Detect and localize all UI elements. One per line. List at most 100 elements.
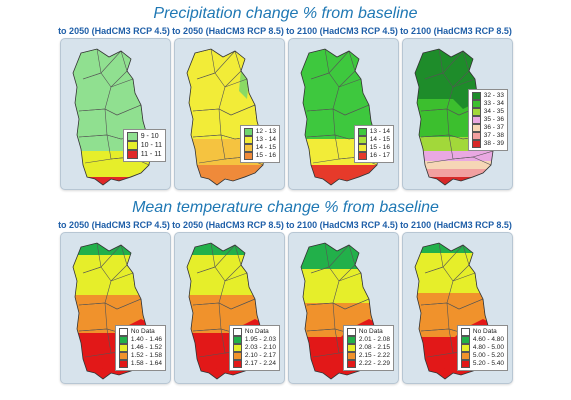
legend-swatch xyxy=(232,336,242,344)
map-legend: No Data 1.40 - 1.46 1.46 - 1.52 1.52 - 1.58… xyxy=(114,325,166,371)
legend-item: 2.08 - 2.15 xyxy=(346,344,390,352)
legend-swatch xyxy=(471,108,481,116)
legend-label: 2.15 - 2.22 xyxy=(358,352,390,359)
legend-swatch xyxy=(460,352,470,360)
legend-swatch xyxy=(126,132,138,141)
temperature-map-panel: No Data 1.95 - 2.03 2.03 - 2.10 2.10 - 2.17… xyxy=(174,232,285,384)
legend-item: 4.80 - 5.00 xyxy=(460,344,504,352)
legend-item: 1.52 - 1.58 xyxy=(118,352,162,360)
legend-swatch xyxy=(357,144,367,152)
map-legend: 12 - 13 13 - 14 14 - 15 15 - 16 xyxy=(239,125,280,163)
legend-swatch xyxy=(357,136,367,144)
legend-swatch xyxy=(243,136,253,144)
legend-swatch xyxy=(243,128,253,136)
map-legend: No Data 4.60 - 4.80 4.80 - 5.00 5.00 - 5.20… xyxy=(456,325,508,371)
legend-label: 1.52 - 1.58 xyxy=(130,352,162,359)
legend-label: 2.01 - 2.08 xyxy=(358,336,390,343)
temperature-title: Mean temperature change % from baseline xyxy=(132,199,439,216)
legend-label: 1.46 - 1.52 xyxy=(130,344,162,351)
legend-swatch xyxy=(118,336,128,344)
legend-swatch xyxy=(232,352,242,360)
temperature-map-panel: No Data 2.01 - 2.08 2.08 - 2.15 2.15 - 2.22… xyxy=(288,232,399,384)
legend-item: 32 - 33 xyxy=(471,92,504,100)
legend-label: 32 - 33 xyxy=(483,92,504,99)
legend-item: 33 - 34 xyxy=(471,100,504,108)
temperature-map-panel: No Data 1.40 - 1.46 1.46 - 1.52 1.52 - 1.58… xyxy=(60,232,171,384)
legend-label: 13 - 14 xyxy=(369,128,390,135)
legend-label: 2.22 - 2.29 xyxy=(358,360,390,367)
legend-item: 11 - 11 xyxy=(126,150,162,159)
legend-item: 13 - 14 xyxy=(243,136,276,144)
legend-swatch xyxy=(346,336,356,344)
legend-label: 1.95 - 2.03 xyxy=(244,336,276,343)
legend-swatch xyxy=(471,100,481,108)
legend-label: 10 - 11 xyxy=(140,142,162,149)
legend-swatch xyxy=(118,328,128,336)
legend-item: 15 - 16 xyxy=(243,152,276,160)
legend-item: 37 - 38 xyxy=(471,132,504,140)
legend-label: 2.03 - 2.10 xyxy=(244,344,276,351)
map-legend: 32 - 33 33 - 34 34 - 35 35 - 36 36 - 37 37 - … xyxy=(467,89,508,151)
legend-item: 1.95 - 2.03 xyxy=(232,336,276,344)
precipitation-map-panel: 12 - 13 13 - 14 14 - 15 15 - 16 xyxy=(174,38,285,190)
column-label: to 2100 (HadCM3 RCP 8.5) xyxy=(400,26,512,36)
column-label: to 2100 (HadCM3 RCP 8.5) xyxy=(400,220,512,230)
column-label: to 2050 (HadCM3 RCP 4.5) xyxy=(58,26,170,36)
region-map xyxy=(72,48,152,186)
legend-item: 1.58 - 1.64 xyxy=(118,360,162,368)
legend-swatch xyxy=(126,150,138,159)
legend-item: 9 - 10 xyxy=(126,132,162,141)
legend-swatch xyxy=(118,352,128,360)
legend-swatch xyxy=(243,152,253,160)
legend-swatch xyxy=(471,92,481,100)
legend-item: No Data xyxy=(232,328,276,336)
column-label: to 2100 (HadCM3 RCP 4.5) xyxy=(286,220,398,230)
legend-label: 38 - 39 xyxy=(483,140,504,147)
legend-label: 36 - 37 xyxy=(483,124,504,131)
legend-label: No Data xyxy=(244,328,269,335)
legend-item: 12 - 13 xyxy=(243,128,276,136)
legend-swatch xyxy=(232,328,242,336)
legend-label: No Data xyxy=(130,328,155,335)
legend-item: 2.17 - 2.24 xyxy=(232,360,276,368)
legend-swatch xyxy=(460,360,470,368)
legend-swatch xyxy=(346,344,356,352)
legend-item: 2.22 - 2.29 xyxy=(346,360,390,368)
legend-label: 4.80 - 5.00 xyxy=(472,344,504,351)
legend-swatch xyxy=(471,140,481,148)
map-legend: 13 - 14 14 - 15 15 - 16 16 - 17 xyxy=(353,125,394,163)
temperature-map-panel: No Data 4.60 - 4.80 4.80 - 5.00 5.00 - 5.20… xyxy=(402,232,513,384)
legend-label: 33 - 34 xyxy=(483,100,504,107)
legend-swatch xyxy=(471,116,481,124)
legend-item: 10 - 11 xyxy=(126,141,162,150)
legend-label: No Data xyxy=(358,328,383,335)
legend-swatch xyxy=(243,144,253,152)
legend-item: 38 - 39 xyxy=(471,140,504,148)
legend-label: 1.58 - 1.64 xyxy=(130,360,162,367)
legend-item: No Data xyxy=(460,328,504,336)
legend-swatch xyxy=(232,360,242,368)
legend-label: 14 - 15 xyxy=(255,144,276,151)
column-label: to 2050 (HadCM3 RCP 4.5) xyxy=(58,220,170,230)
legend-item: 35 - 36 xyxy=(471,116,504,124)
legend-label: 15 - 16 xyxy=(255,152,276,159)
column-label: to 2100 (HadCM3 RCP 4.5) xyxy=(286,26,398,36)
legend-item: 2.03 - 2.10 xyxy=(232,344,276,352)
legend-item: 1.46 - 1.52 xyxy=(118,344,162,352)
legend-item: 34 - 35 xyxy=(471,108,504,116)
precipitation-title: Precipitation change % from baseline xyxy=(153,5,418,22)
legend-label: 9 - 10 xyxy=(140,133,159,140)
legend-item: 14 - 15 xyxy=(243,144,276,152)
legend-label: 11 - 11 xyxy=(140,151,162,158)
legend-swatch xyxy=(118,344,128,352)
legend-label: 4.60 - 4.80 xyxy=(472,336,504,343)
legend-label: 2.08 - 2.15 xyxy=(358,344,390,351)
region-map xyxy=(186,48,266,186)
legend-label: 5.00 - 5.20 xyxy=(472,352,504,359)
legend-label: 5.20 - 5.40 xyxy=(472,360,504,367)
legend-swatch xyxy=(346,352,356,360)
legend-swatch xyxy=(471,124,481,132)
legend-swatch xyxy=(346,360,356,368)
legend-swatch xyxy=(118,360,128,368)
legend-label: 2.10 - 2.17 xyxy=(244,352,276,359)
